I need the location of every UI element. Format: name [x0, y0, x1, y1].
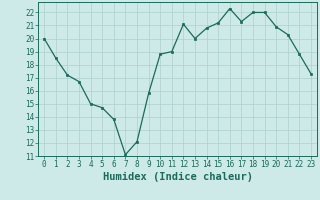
X-axis label: Humidex (Indice chaleur): Humidex (Indice chaleur) — [103, 172, 252, 182]
